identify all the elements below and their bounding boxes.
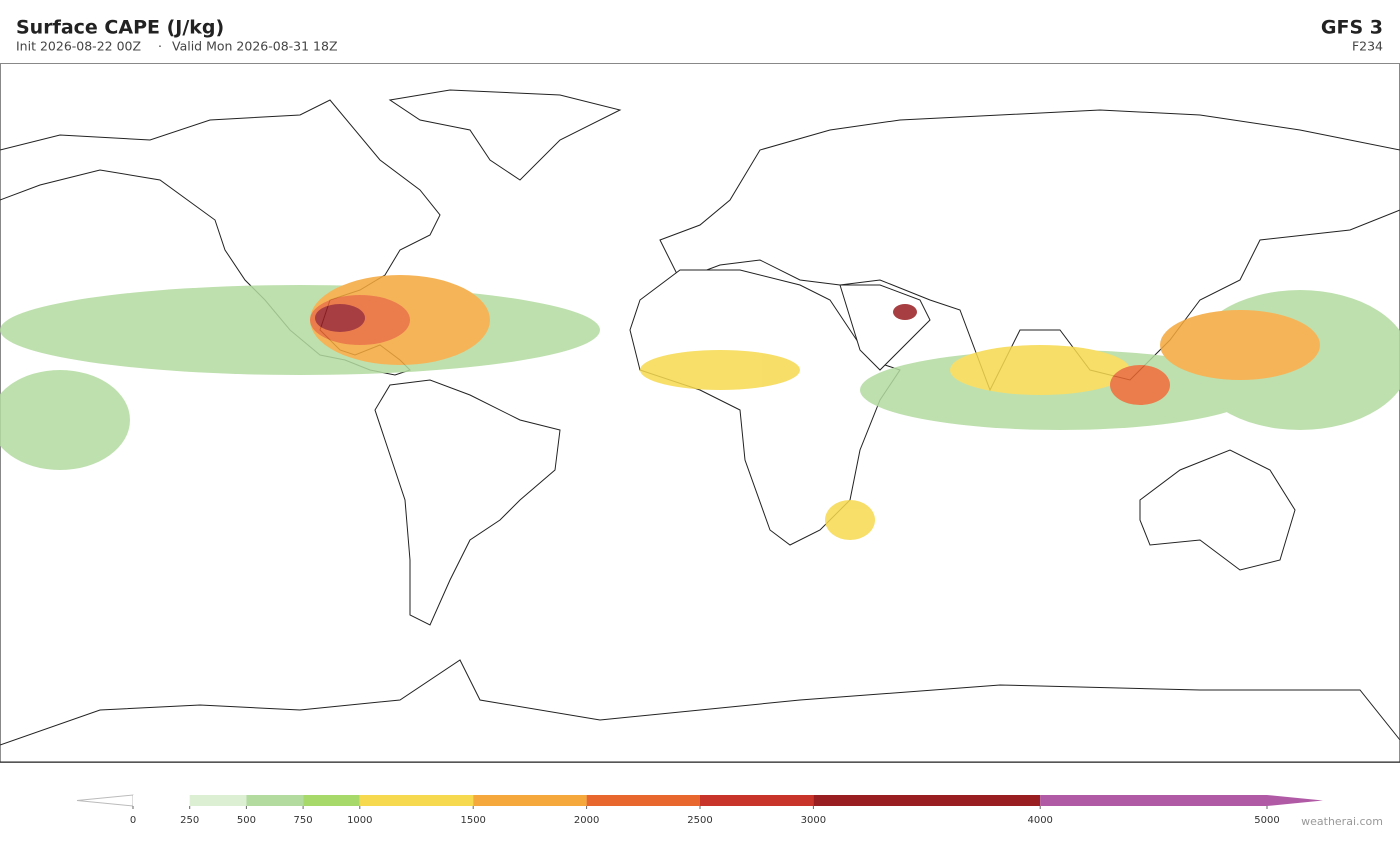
colorbar-segment: [189, 795, 247, 806]
colorbar-tick-label: 3000: [801, 815, 826, 826]
cape-area: [640, 350, 800, 390]
colorbar-segment: [586, 795, 700, 806]
antarctica: [0, 659, 1400, 763]
colorbar-segment: [359, 795, 474, 806]
cape-area: [893, 304, 917, 320]
forecast-hour: F234: [1352, 39, 1383, 54]
colorbar-tick-label: 0: [130, 815, 136, 826]
colorbar: 0 250 500 750 1000 1500 2000 2500 3000 4000 5000: [76, 794, 1323, 826]
credit: weatherai.com: [1301, 815, 1383, 828]
cape-area: [0, 370, 130, 470]
colorbar-segment: [303, 795, 360, 806]
colorbar-tick-label: 250: [180, 815, 199, 826]
greenland: [388, 89, 622, 181]
cape-area: [825, 500, 875, 540]
south-america: [374, 379, 561, 626]
valid-time: Valid Mon 2026-08-31 18Z: [172, 39, 338, 54]
colorbar-tick-label: 2000: [574, 815, 599, 826]
cape-area: [950, 345, 1130, 395]
colorbar-tick-label: 5000: [1254, 815, 1279, 826]
colorbar-segment: [1040, 795, 1267, 806]
colorbar-segment: [133, 795, 190, 806]
colorbar-segment: [813, 795, 1041, 806]
continents: [0, 89, 1400, 763]
cape-field: [0, 275, 1400, 540]
colorbar-segment: [246, 795, 304, 806]
model: GFS 3: [1321, 17, 1383, 39]
colorbar-segment: [700, 795, 814, 806]
colorbar-over: [1267, 795, 1323, 806]
title: Surface CAPE (J/kg): [16, 17, 224, 39]
map: [0, 63, 1400, 763]
colorbar-tick-label: 1000: [347, 815, 372, 826]
init-time: Init 2026-08-22 00Z: [16, 39, 141, 54]
colorbar-tick-label: 2500: [687, 815, 712, 826]
colorbar-tick-label: 750: [294, 815, 313, 826]
colorbar-tick-label: 1500: [460, 815, 485, 826]
separator: ·: [158, 39, 162, 54]
australia: [1139, 449, 1296, 571]
colorbar-tick-label: 4000: [1027, 815, 1052, 826]
colorbar-segment: [473, 795, 587, 806]
cape-area: [1160, 310, 1320, 380]
cape-area: [0, 285, 600, 375]
colorbar-under: [76, 794, 134, 807]
colorbar-tick-label: 500: [237, 815, 256, 826]
cape-area: [315, 304, 365, 332]
cape-area: [1110, 365, 1170, 405]
